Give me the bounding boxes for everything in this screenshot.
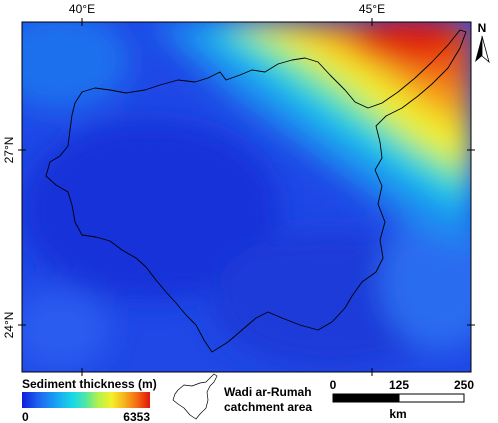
legend-max-label: 6353 [123,410,150,423]
sediment-thickness-raster [22,22,471,372]
legend-colorbar [22,392,150,408]
north-arrow-icon [475,35,490,64]
catchment-outline-icon [172,373,218,420]
scale-label-0: 0 [330,378,337,392]
lat-label-24n: 24°N [2,312,16,339]
lon-label-40e: 40°E [69,2,95,16]
scale-label-250: 250 [454,378,474,392]
legend-min-label: 0 [22,410,29,423]
north-arrow-label: N [478,21,487,35]
catchment-legend-line1: Wadi ar-Rumah [224,385,312,399]
scale-bar [332,393,465,403]
legend-title: Sediment thickness (m) [22,377,157,391]
scale-unit: km [389,407,406,421]
catchment-boundary [45,29,467,353]
lon-label-45e: 45°E [359,2,385,16]
scale-label-125: 125 [389,378,409,392]
lat-label-27n: 27°N [2,137,16,164]
catchment-legend-line2: catchment area [224,400,312,414]
graticule-ticks [18,18,475,376]
map-frame [21,21,472,373]
